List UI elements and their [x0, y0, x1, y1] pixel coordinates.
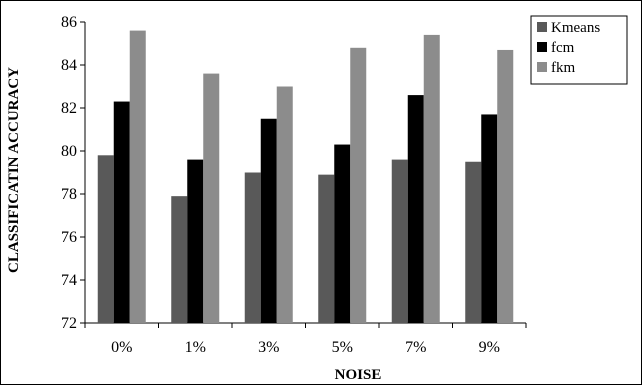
bars — [97, 30, 514, 324]
bar-kmeans-7% — [391, 159, 408, 323]
y-tick-label: 82 — [61, 100, 77, 117]
y-ticks: 72 74 76 78 80 82 84 86 — [61, 14, 85, 332]
x-tick-label: 9% — [479, 339, 500, 356]
legend-swatch-fcm — [537, 42, 547, 52]
bar-fcm-9% — [481, 114, 498, 323]
x-tick-label: 7% — [405, 339, 426, 356]
legend-label-fkm: fkm — [551, 60, 575, 76]
legend-items: Kmeans fcm fkm — [537, 20, 600, 76]
y-axis-title: CLASSIFICATIN ACCURACY — [6, 67, 22, 273]
y-axis: 72 74 76 78 80 82 84 86 — [61, 14, 86, 332]
y-tick-label: 80 — [61, 143, 77, 160]
legend-swatch-kmeans — [537, 22, 547, 32]
bar-fkm-9% — [497, 49, 514, 323]
x-tick-label: 1% — [185, 339, 206, 356]
bar-fcm-3% — [260, 118, 277, 323]
x-tick-label: 0% — [111, 339, 132, 356]
bar-fkm-1% — [203, 73, 220, 323]
bar-kmeans-0% — [97, 155, 114, 323]
bar-kmeans-5% — [318, 174, 335, 323]
bar-fcm-1% — [187, 159, 204, 323]
bar-kmeans-3% — [244, 172, 261, 323]
legend-label-fcm: fcm — [551, 40, 575, 56]
bar-fcm-0% — [113, 101, 130, 323]
y-tick-label: 76 — [61, 229, 77, 246]
x-tick-label: 5% — [332, 339, 353, 356]
bar-fkm-5% — [350, 47, 367, 324]
x-ticks: 0% 1% 3% 5% 7% 9% — [84, 323, 527, 356]
bar-fcm-5% — [334, 144, 351, 323]
bar-fkm-3% — [276, 86, 293, 323]
bar-fcm-7% — [407, 95, 424, 323]
y-tick-label: 74 — [61, 272, 77, 289]
legend-label-kmeans: Kmeans — [551, 20, 600, 36]
legend-swatch-fkm — [537, 62, 547, 72]
y-tick-label: 72 — [61, 315, 77, 332]
legend: Kmeans fcm fkm — [530, 15, 628, 85]
y-tick-label: 86 — [61, 14, 77, 31]
bar-fkm-7% — [423, 34, 440, 324]
bar-fkm-0% — [129, 30, 146, 323]
y-tick-label: 84 — [61, 57, 77, 74]
y-tick-label: 78 — [61, 186, 77, 203]
x-axis: 0% 1% 3% 5% 7% 9% — [84, 322, 527, 356]
bar-kmeans-1% — [171, 196, 188, 323]
x-tick-label: 3% — [258, 339, 279, 356]
bar-kmeans-9% — [465, 161, 482, 323]
x-axis-title: NOISE — [335, 367, 382, 383]
